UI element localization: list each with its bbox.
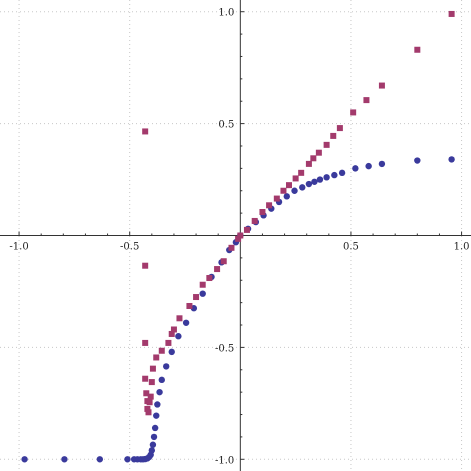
square-point-45 [414,46,421,53]
circle-point-20 [162,363,170,370]
square-point-9 [147,393,154,400]
circle-point-0 [21,456,28,463]
circle-point-42 [323,174,330,181]
square-point-43 [363,97,370,104]
circle-point-3 [124,456,131,463]
circle-point-1 [61,456,68,463]
square-point-29 [259,209,266,216]
circle-point-39 [305,180,313,188]
circle-point-16 [153,412,160,419]
circle-point-14 [150,433,158,441]
square-point-32 [280,187,287,194]
circle-point-17 [154,401,161,408]
series-0 [21,156,455,463]
circle-point-46 [365,162,372,170]
circle-point-36 [283,193,290,200]
square-point-25 [235,235,242,242]
circle-point-40 [311,178,318,185]
square-point-7 [145,409,152,416]
square-point-2 [142,339,149,346]
square-point-23 [220,258,227,265]
square-point-28 [251,217,258,224]
square-point-14 [165,339,172,346]
square-point-1 [142,262,149,269]
data-series [21,10,455,463]
square-point-12 [153,354,160,361]
y-tick-label-3: -1.0 [215,455,234,466]
circle-point-2 [96,456,104,463]
square-point-15 [168,330,175,337]
square-point-8 [146,399,153,406]
circle-point-45 [352,165,359,172]
square-point-41 [336,125,343,132]
square-point-39 [323,141,330,148]
circle-point-41 [316,176,324,183]
square-point-37 [310,155,317,162]
y-tick-label-2: -0.5 [215,343,234,354]
square-point-11 [149,365,156,372]
square-point-34 [292,175,299,182]
circle-point-12 [148,447,156,454]
circle-point-49 [448,156,455,163]
square-point-4 [143,390,150,397]
square-point-40 [330,132,337,139]
circle-point-48 [414,157,421,164]
square-point-44 [378,82,385,89]
square-point-33 [285,182,292,189]
square-point-0 [142,128,149,135]
square-point-17 [176,315,183,322]
square-point-24 [228,244,235,251]
x-tick-label-3: 1.0 [454,242,470,253]
circle-point-38 [299,184,306,191]
square-point-21 [206,275,213,282]
circle-point-37 [291,187,298,194]
square-point-19 [193,294,200,301]
square-point-31 [273,195,280,202]
circle-point-23 [182,319,190,326]
circle-point-15 [151,424,159,432]
circle-point-25 [199,290,206,297]
square-point-10 [148,379,155,386]
x-tick-label-0: -1.0 [9,242,28,253]
x-tick-label-2: 0.5 [343,242,359,253]
square-point-38 [315,149,322,156]
square-point-27 [243,226,250,233]
square-point-36 [305,160,312,167]
y-tick-label-0: 1.0 [218,8,234,19]
circle-point-22 [175,333,182,340]
square-point-30 [266,202,273,209]
square-point-35 [298,169,305,176]
square-point-3 [142,375,149,382]
square-point-22 [214,266,221,273]
y-tick-label-1: 0.5 [218,120,234,131]
square-point-13 [158,347,165,354]
x-tick-label-1: -0.5 [120,242,139,253]
square-point-16 [170,326,177,333]
circle-point-21 [168,348,175,356]
square-point-42 [350,109,357,116]
square-point-46 [448,10,455,17]
square-point-6 [144,405,151,412]
circle-point-13 [149,441,157,448]
circle-point-47 [378,160,386,168]
circle-point-43 [331,171,338,179]
square-point-18 [186,302,193,309]
circle-point-18 [156,388,163,396]
tick-labels: -1.0 -0.5 0.5 1.0 1.0 0.5 -0.5 -1.0 [9,8,469,467]
square-point-20 [199,281,206,288]
series-1 [142,10,455,416]
square-point-26 [237,232,244,239]
circle-point-19 [158,376,165,384]
circle-point-44 [338,169,346,177]
